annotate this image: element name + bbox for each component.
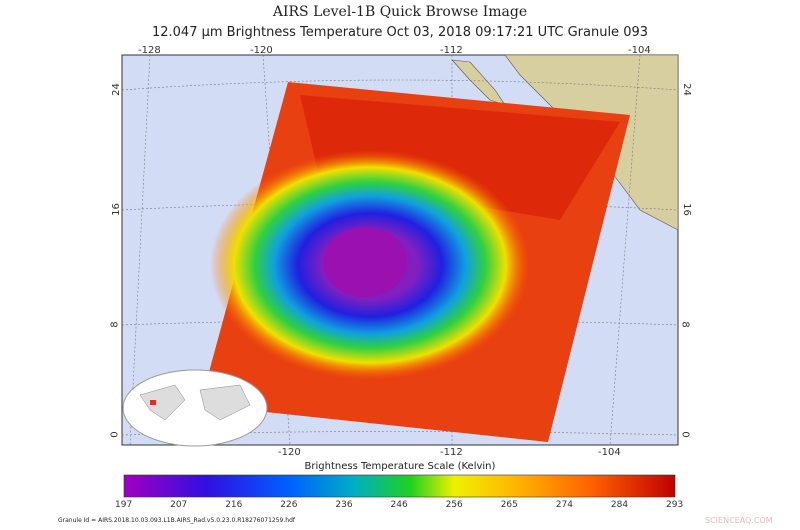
lat-label: 24: [110, 83, 122, 96]
storm-eye: [323, 227, 407, 297]
colorbar-tick-label: 274: [555, 500, 573, 510]
colorbar-tick-label: 284: [610, 500, 629, 510]
colorbar-tick-label: 246: [390, 500, 408, 510]
image-subtitle: 12.047 µm Brightness Temperature Oct 03,…: [151, 25, 649, 40]
colorbar-tick-label: 226: [280, 500, 298, 510]
granule-id: Granule Id = AIRS.2018.10.03.093.L1B.AIR…: [58, 517, 295, 524]
lat-label: 24: [680, 83, 692, 96]
colorbar-tick-label: 265: [500, 500, 518, 510]
lat-label: 16: [110, 203, 122, 216]
colorbar-tick-label: 207: [170, 500, 188, 510]
watermark: SCIENCEAQ.COM: [705, 516, 773, 525]
lat-label: 16: [680, 203, 692, 216]
lon-label: -112: [440, 45, 463, 56]
lon-label: -120: [278, 447, 301, 458]
lon-label: -120: [250, 45, 273, 56]
image-title: AIRS Level-1B Quick Browse Image: [272, 4, 528, 20]
lat-label: 8: [109, 321, 121, 328]
lat-label: 8: [679, 321, 691, 328]
lon-label: -112: [440, 447, 463, 458]
colorbar: [123, 474, 676, 498]
colorbar-tick-label: 256: [445, 500, 463, 510]
colorbar-tick-label: 197: [115, 500, 133, 510]
colorbar-tick-label: 236: [335, 500, 353, 510]
colorbar-tick-label: 216: [225, 500, 243, 510]
lon-label: -104: [598, 447, 621, 458]
colorbar-tick-label: 293: [666, 500, 684, 510]
lat-label: 0: [679, 431, 691, 438]
colorbar-title: Brightness Temperature Scale (Kelvin): [304, 461, 496, 472]
lat-label: 0: [109, 431, 121, 438]
inset-globe: [122, 369, 268, 447]
lon-label: -104: [628, 45, 651, 56]
lon-label: -128: [138, 45, 161, 56]
